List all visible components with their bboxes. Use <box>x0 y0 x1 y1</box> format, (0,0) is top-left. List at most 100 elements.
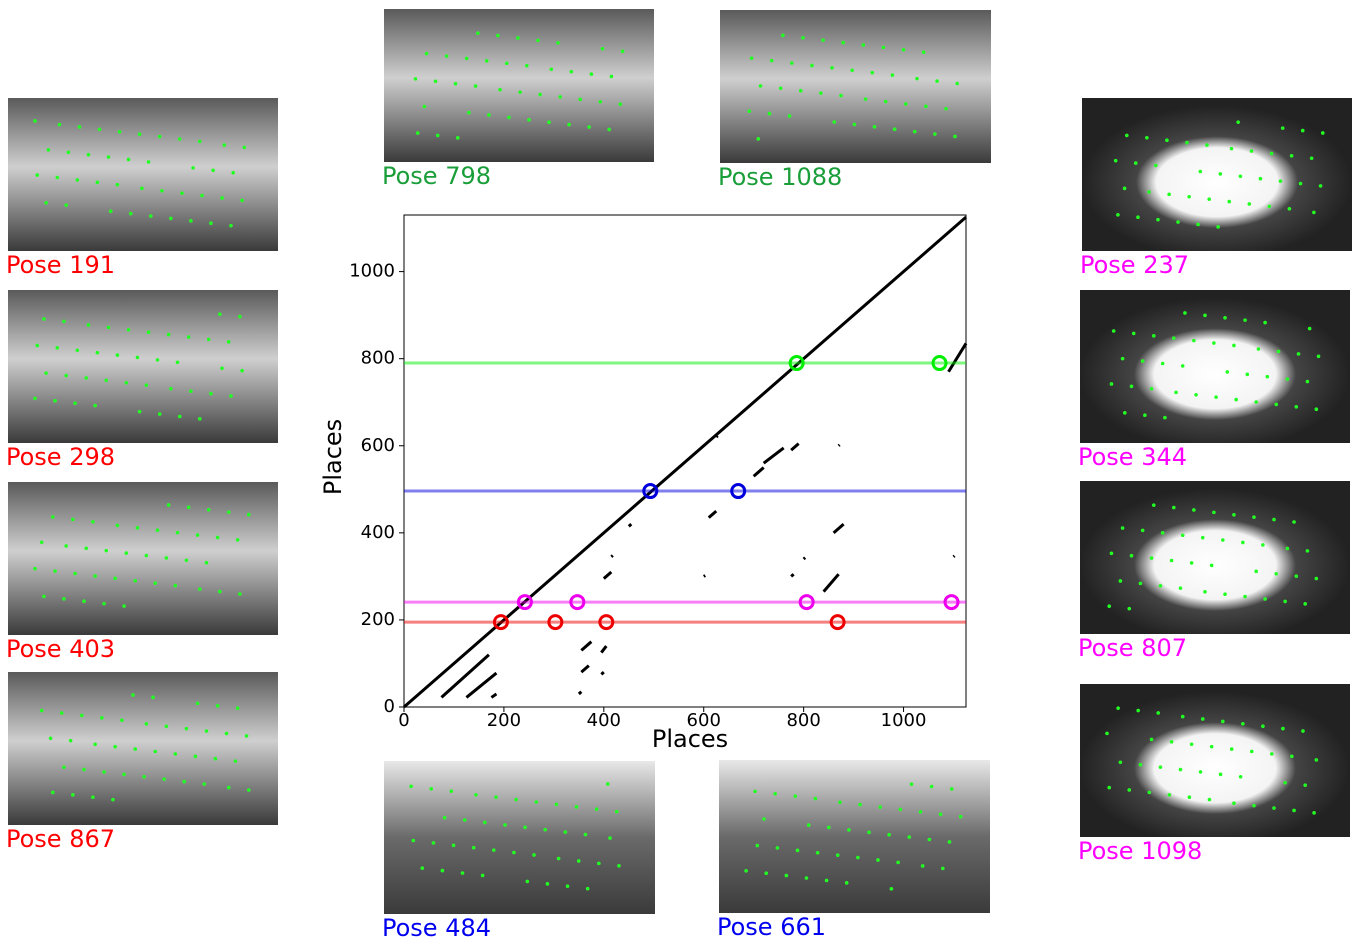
feature-point <box>744 868 748 873</box>
feature-point <box>82 599 86 604</box>
feature-point <box>73 401 77 406</box>
feature-point <box>1125 133 1129 138</box>
feature-point <box>1261 724 1265 729</box>
feature-point <box>1105 731 1109 736</box>
feature-point <box>55 175 60 180</box>
feature-point <box>1303 783 1307 787</box>
caption: Pose 403 <box>6 635 115 663</box>
feature-point <box>1241 721 1245 726</box>
feature-point <box>1214 395 1218 399</box>
match-segment <box>610 554 614 558</box>
feature-point <box>153 749 158 754</box>
loop-marker <box>642 483 659 500</box>
feature-point <box>565 884 570 889</box>
feature-point <box>197 587 202 591</box>
feature-point <box>122 604 126 608</box>
feature-point <box>1169 740 1174 744</box>
feature-point <box>527 117 531 122</box>
feature-point <box>749 56 754 61</box>
feature-point <box>238 314 242 319</box>
thumbnail <box>384 761 655 914</box>
loop-marker <box>798 594 815 611</box>
feature-point <box>1263 320 1267 325</box>
feature-point <box>1209 563 1214 568</box>
feature-point <box>819 91 823 95</box>
loop-marker <box>943 594 960 611</box>
feature-point <box>1167 792 1172 797</box>
feature-point <box>1303 602 1307 606</box>
caption: Pose 191 <box>6 251 115 279</box>
feature-point <box>1247 202 1252 206</box>
feature-point <box>918 810 923 814</box>
feature-point <box>100 716 104 720</box>
feature-point <box>798 88 803 93</box>
feature-point <box>146 330 151 335</box>
feature-point <box>815 850 820 855</box>
feature-point <box>53 569 57 573</box>
feature-point <box>113 576 117 581</box>
x-tick-label: 200 <box>487 710 521 731</box>
feature-point <box>220 366 224 371</box>
feature-point <box>1296 352 1301 356</box>
feature-point <box>1305 379 1310 384</box>
feature-point <box>186 335 191 339</box>
feature-point <box>444 54 449 58</box>
feature-point <box>169 216 173 221</box>
feature-point <box>839 93 843 98</box>
feature-point <box>429 786 434 791</box>
feature-point <box>1174 390 1178 395</box>
feature-point <box>33 566 37 571</box>
feature-point <box>424 51 429 56</box>
feature-point <box>71 517 75 522</box>
feature-point <box>117 129 122 134</box>
feature-point <box>787 114 792 118</box>
feature-point <box>140 186 144 191</box>
feature-point <box>209 221 213 226</box>
feature-point <box>767 111 772 116</box>
feature-point <box>151 695 155 700</box>
y-tick-label: 800 <box>361 348 395 369</box>
feature-point <box>35 343 40 348</box>
y-tick-label: 1000 <box>349 261 395 282</box>
feature-point <box>1269 752 1274 756</box>
feature-point <box>211 168 215 173</box>
feature-point <box>84 376 89 380</box>
feature-point <box>1194 392 1198 397</box>
feature-point <box>578 97 583 102</box>
feature-point <box>1189 742 1194 747</box>
feature-point <box>1314 576 1319 581</box>
thumbnail <box>720 10 991 163</box>
feature-point <box>1218 772 1223 777</box>
feature-point <box>46 148 51 152</box>
feature-point <box>804 876 809 880</box>
feature-point <box>847 828 851 832</box>
feature-point <box>821 38 825 42</box>
feature-point <box>238 592 242 596</box>
feature-point <box>51 790 55 795</box>
feature-point <box>420 866 425 870</box>
feature-point <box>778 86 783 91</box>
thumbnail <box>1080 481 1350 634</box>
feature-point <box>1160 531 1165 535</box>
feature-point <box>1223 592 1227 597</box>
feature-point <box>850 68 854 73</box>
feature-point <box>567 122 571 127</box>
feature-point <box>958 814 963 819</box>
feature-point <box>86 152 91 157</box>
caption: Pose 344 <box>1078 443 1187 471</box>
feature-point <box>133 578 138 583</box>
feature-point <box>525 879 530 884</box>
feature-point <box>835 853 840 857</box>
feature-point <box>1200 717 1205 721</box>
feature-point <box>124 551 129 555</box>
feature-point <box>240 368 244 373</box>
loop-marker <box>730 483 747 500</box>
x-tick-label: 0 <box>398 710 409 731</box>
feature-point <box>920 864 925 868</box>
feature-point <box>91 795 95 800</box>
feature-point <box>1283 599 1287 604</box>
feature-point <box>126 327 131 332</box>
feature-point <box>218 312 222 316</box>
thumbnail <box>1080 290 1350 443</box>
